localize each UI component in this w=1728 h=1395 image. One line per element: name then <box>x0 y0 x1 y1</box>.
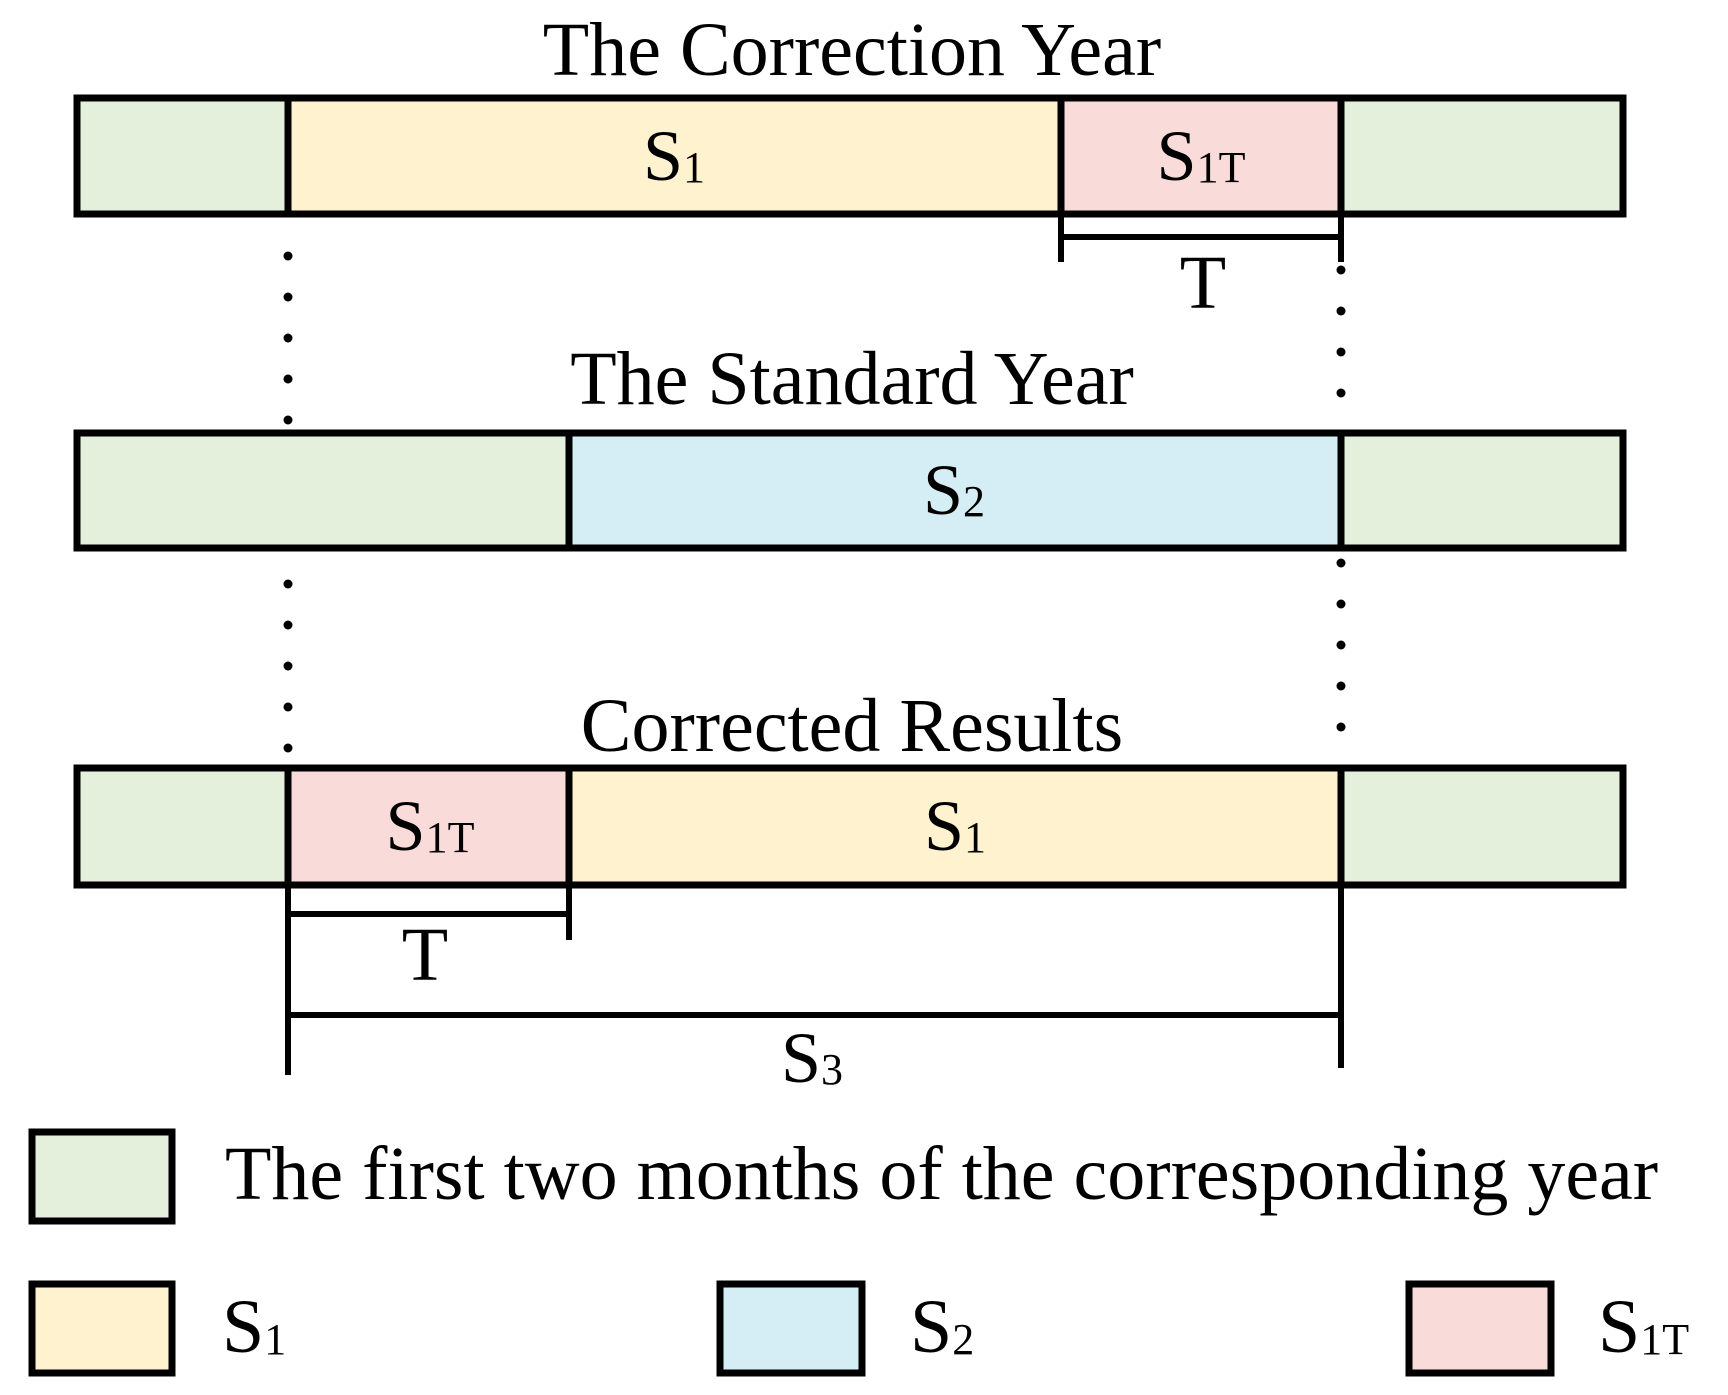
legend-blue-swatch <box>716 1280 866 1377</box>
correction-green-right <box>1337 94 1627 218</box>
corrected-s1-segment <box>565 764 1345 889</box>
dotted-guide-left <box>283 251 293 753</box>
legend-s2-label: S2 <box>910 1285 974 1369</box>
corrected-results-bar <box>73 764 1627 889</box>
correction-s1t-label: S1T <box>1157 116 1246 196</box>
corrected-s1t-segment <box>284 764 573 889</box>
correction-year-bar <box>73 94 1627 218</box>
t-dimension-bottom <box>285 885 572 1075</box>
standard-green-left <box>73 429 573 552</box>
correction-s1t-segment <box>1057 94 1345 218</box>
standard-green-right <box>1337 429 1627 552</box>
legend-green-label: The first two months of the correspondin… <box>225 1132 1658 1216</box>
legend: The first two months of the correspondin… <box>28 1128 1689 1377</box>
dotted-guide-right <box>1336 265 1346 732</box>
standard-year-bar <box>73 429 1627 552</box>
correction-s1-label: S1 <box>643 116 705 196</box>
legend-s1-label: S1 <box>222 1285 286 1369</box>
t-label-bottom: T <box>402 913 448 997</box>
standard-year-title: The Standard Year <box>570 337 1134 421</box>
s3-label: S3 <box>781 1018 843 1098</box>
legend-s1t-label: S1T <box>1598 1285 1689 1369</box>
corrected-green-right <box>1337 764 1627 889</box>
legend-green-swatch <box>28 1128 176 1225</box>
corrected-s1t-label: S1T <box>386 786 475 866</box>
standard-s2-label: S2 <box>923 450 985 530</box>
t-label-top: T <box>1180 241 1226 325</box>
corrected-green-left <box>73 764 292 889</box>
t-dimension-top <box>1058 214 1344 262</box>
correction-green-left <box>73 94 292 218</box>
corrected-results-title: Corrected Results <box>581 684 1123 768</box>
corrected-s1-label: S1 <box>924 786 986 866</box>
correction-s1-segment <box>284 94 1065 218</box>
correction-year-title: The Correction Year <box>543 8 1161 92</box>
legend-yellow-swatch <box>28 1280 176 1377</box>
standard-s2-segment <box>565 429 1345 552</box>
legend-pink-swatch <box>1405 1280 1555 1377</box>
s3-dimension <box>288 885 1344 1068</box>
